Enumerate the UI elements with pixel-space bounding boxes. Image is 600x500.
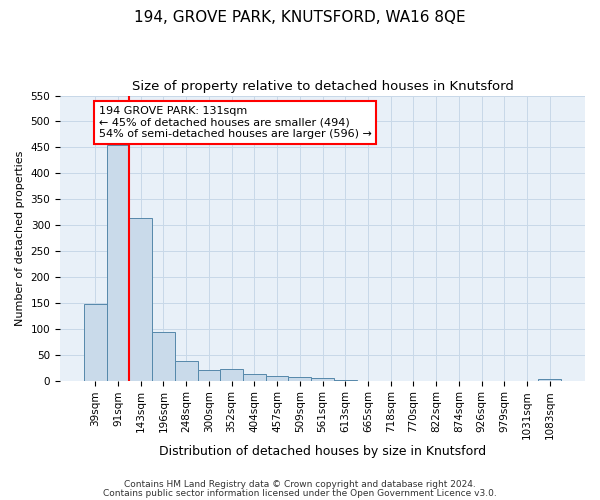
Bar (197, 370, 220, 380)
Bar (538, 379, 561, 380)
Text: Contains HM Land Registry data © Crown copyright and database right 2024.: Contains HM Land Registry data © Crown c… (124, 480, 476, 489)
Bar (175, 362, 197, 380)
Bar (243, 374, 266, 380)
Y-axis label: Number of detached properties: Number of detached properties (15, 150, 25, 326)
Bar (107, 145, 130, 380)
Title: Size of property relative to detached houses in Knutsford: Size of property relative to detached ho… (131, 80, 514, 93)
Bar (130, 218, 152, 380)
Text: 194 GROVE PARK: 131sqm
← 45% of detached houses are smaller (494)
54% of semi-de: 194 GROVE PARK: 131sqm ← 45% of detached… (98, 106, 371, 139)
Bar (311, 378, 334, 380)
Bar (266, 376, 289, 380)
X-axis label: Distribution of detached houses by size in Knutsford: Distribution of detached houses by size … (159, 444, 486, 458)
Bar (84, 304, 107, 380)
Bar (289, 378, 311, 380)
Text: Contains public sector information licensed under the Open Government Licence v3: Contains public sector information licen… (103, 489, 497, 498)
Bar (152, 332, 175, 380)
Bar (220, 369, 243, 380)
Text: 194, GROVE PARK, KNUTSFORD, WA16 8QE: 194, GROVE PARK, KNUTSFORD, WA16 8QE (134, 10, 466, 25)
